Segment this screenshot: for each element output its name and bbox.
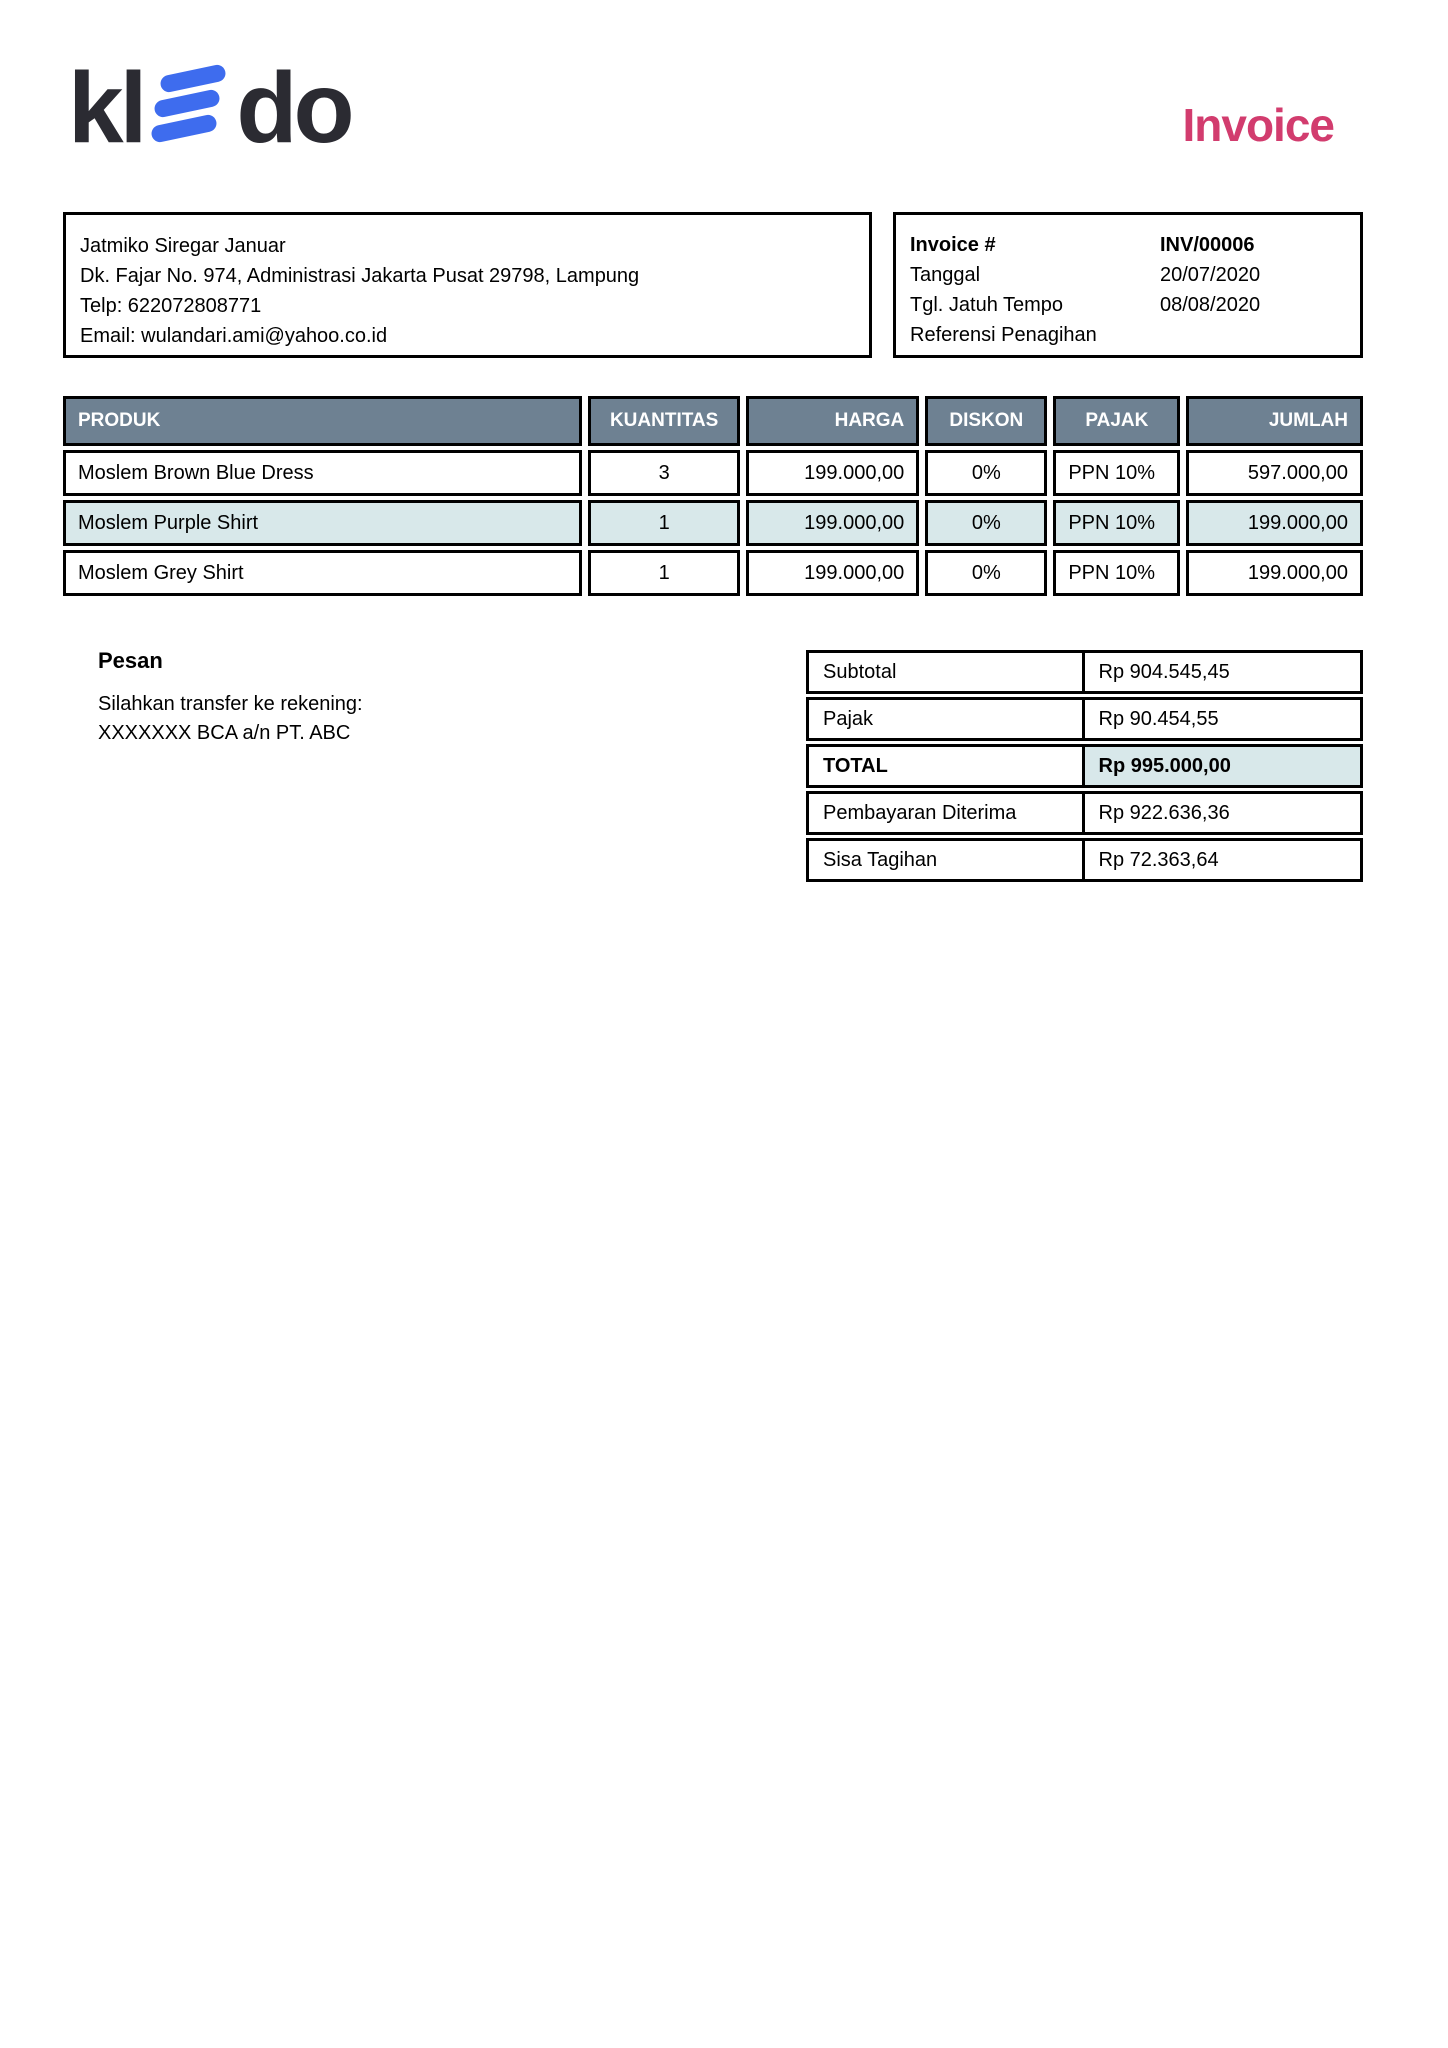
cell-pajak: PPN 10% xyxy=(1053,450,1181,496)
cell-produk: Moslem Grey Shirt xyxy=(63,550,583,596)
invoice-reference-row: Referensi Penagihan xyxy=(910,320,1346,350)
col-header-produk: PRODUK xyxy=(63,396,583,446)
logo-e-bar xyxy=(153,88,222,119)
balance-due-label: Sisa Tagihan xyxy=(809,841,1085,879)
cell-diskon: 0% xyxy=(925,450,1048,496)
cell-harga: 199.000,00 xyxy=(745,450,920,496)
cell-jumlah: 597.000,00 xyxy=(1186,450,1363,496)
payment-received-row: Pembayaran Diterima Rp 922.636,36 xyxy=(806,791,1363,835)
table-row: Moslem Purple Shirt 1 199.000,00 0% PPN … xyxy=(63,500,1363,546)
col-header-harga: HARGA xyxy=(745,396,920,446)
logo-text-left: kl xyxy=(68,52,147,164)
total-row: TOTAL Rp 995.000,00 xyxy=(806,744,1363,788)
cell-jumlah: 199.000,00 xyxy=(1186,500,1363,546)
kledo-logo: kl do xyxy=(68,52,355,164)
cell-kuantitas: 1 xyxy=(588,550,740,596)
customer-info-box: Jatmiko Siregar Januar Dk. Fajar No. 974… xyxy=(63,212,872,358)
items-header-row: PRODUK KUANTITAS HARGA DISKON PAJAK JUML… xyxy=(63,396,1363,446)
logo-e-bar xyxy=(150,113,219,144)
invoice-number-row: Invoice # INV/00006 xyxy=(910,230,1346,260)
invoice-number-value: INV/00006 xyxy=(1160,234,1255,256)
cell-produk: Moslem Purple Shirt xyxy=(63,500,583,546)
logo-text-right: do xyxy=(236,52,354,164)
invoice-date-value: 20/07/2020 xyxy=(1160,264,1261,286)
invoice-reference-value xyxy=(1160,320,1346,350)
balance-due-row: Sisa Tagihan Rp 72.363,64 xyxy=(806,838,1363,882)
tax-row: Pajak Rp 90.454,55 xyxy=(806,697,1363,741)
cell-pajak: PPN 10% xyxy=(1053,500,1181,546)
cell-jumlah: 199.000,00 xyxy=(1186,550,1363,596)
col-header-pajak: PAJAK xyxy=(1053,396,1181,446)
balance-due-value: Rp 72.363,64 xyxy=(1098,848,1219,871)
payment-received-value: Rp 922.636,36 xyxy=(1098,801,1230,824)
invoice-date-row: Tanggal 20/07/2020 xyxy=(910,260,1346,290)
message-line: XXXXXXX BCA a/n PT. ABC xyxy=(98,722,351,744)
logo-e-icon xyxy=(150,63,228,144)
customer-phone: Telp: 622072808771 xyxy=(80,295,262,317)
logo-e-bar xyxy=(159,63,228,94)
cell-produk: Moslem Brown Blue Dress xyxy=(63,450,583,496)
cell-diskon: 0% xyxy=(925,500,1048,546)
invoice-reference-label: Referensi Penagihan xyxy=(910,324,1097,346)
cell-kuantitas: 1 xyxy=(588,500,740,546)
subtotal-value: Rp 904.545,45 xyxy=(1098,660,1230,683)
col-header-kuantitas: KUANTITAS xyxy=(588,396,740,446)
invoice-meta-box: Invoice # INV/00006 Tanggal 20/07/2020 T… xyxy=(893,212,1363,358)
total-value: Rp 995.000,00 xyxy=(1084,747,1360,785)
subtotal-label: Subtotal xyxy=(809,653,1085,691)
col-header-diskon: DISKON xyxy=(925,396,1048,446)
cell-harga: 199.000,00 xyxy=(745,550,920,596)
payment-received-label: Pembayaran Diterima xyxy=(809,794,1085,832)
customer-name: Jatmiko Siregar Januar xyxy=(80,235,286,257)
table-row: Moslem Grey Shirt 1 199.000,00 0% PPN 10… xyxy=(63,550,1363,596)
message-line: Silahkan transfer ke rekening: xyxy=(98,693,363,715)
invoice-due-date-label: Tgl. Jatuh Tempo xyxy=(910,294,1064,316)
invoice-date-label: Tanggal xyxy=(910,264,981,286)
col-header-jumlah: JUMLAH xyxy=(1186,396,1363,446)
tax-value: Rp 90.454,55 xyxy=(1098,707,1219,730)
customer-address: Dk. Fajar No. 974, Administrasi Jakarta … xyxy=(80,265,640,287)
cell-kuantitas: 3 xyxy=(588,450,740,496)
message-heading: Pesan xyxy=(98,648,163,673)
invoice-due-date-value: 08/08/2020 xyxy=(1160,294,1261,316)
document-title: Invoice xyxy=(1182,99,1335,151)
cell-diskon: 0% xyxy=(925,550,1048,596)
cell-harga: 199.000,00 xyxy=(745,500,920,546)
cell-pajak: PPN 10% xyxy=(1053,550,1181,596)
items-table: PRODUK KUANTITAS HARGA DISKON PAJAK JUML… xyxy=(57,392,1369,600)
totals-table: Subtotal Rp 904.545,45 Pajak Rp 90.454,5… xyxy=(806,650,1363,882)
invoice-due-date-row: Tgl. Jatuh Tempo 08/08/2020 xyxy=(910,290,1346,320)
tax-label: Pajak xyxy=(809,700,1085,738)
invoice-number-label: Invoice # xyxy=(910,234,996,256)
table-row: Moslem Brown Blue Dress 3 199.000,00 0% … xyxy=(63,450,1363,496)
total-label: TOTAL xyxy=(809,747,1085,785)
customer-email: Email: wulandari.ami@yahoo.co.id xyxy=(80,325,388,347)
subtotal-row: Subtotal Rp 904.545,45 xyxy=(806,650,1363,694)
message-section: Pesan Silahkan transfer ke rekening: XXX… xyxy=(98,648,363,748)
